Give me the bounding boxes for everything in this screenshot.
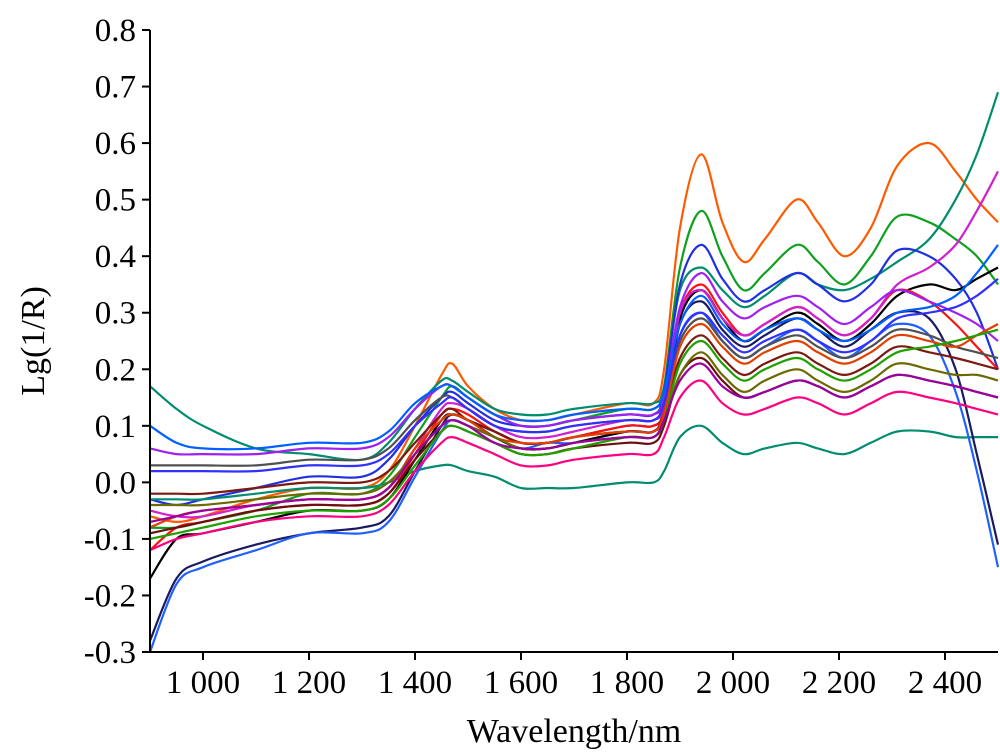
series-line-19 — [149, 277, 999, 473]
x-axis-title: Wavelength/nm — [467, 713, 681, 750]
series-line-4 — [149, 243, 1000, 507]
y-tick-label: 0.6 — [95, 126, 136, 162]
ticks: -0.3 -0.2 -0.1 0.0 0.1 0.2 0.3 0.4 0.5 0.6 0.7 0.8 1… — [84, 13, 982, 701]
series-line-1 — [149, 141, 999, 523]
y-tick-label: 0.1 — [95, 409, 136, 445]
series-line-5 — [149, 424, 998, 501]
y-tick-label: 0.5 — [95, 183, 136, 219]
x-tick-label: 1 000 — [166, 665, 240, 701]
y-tick-label: -0.3 — [84, 635, 136, 671]
y-tick-label: -0.2 — [84, 578, 136, 614]
y-axis-title: Lg(1/R) — [15, 286, 52, 396]
x-tick-label: 2 200 — [802, 665, 876, 701]
y-tick-label: 0.7 — [95, 70, 136, 106]
series-layer — [148, 91, 1000, 653]
series-line-13 — [149, 379, 999, 552]
x-tick-label: 2 400 — [908, 665, 982, 701]
y-tick-label: -0.1 — [84, 522, 136, 558]
series-line-11 — [149, 272, 999, 456]
axes — [149, 30, 998, 653]
y-tick-label: 0.0 — [95, 465, 136, 501]
x-tick-label: 2 000 — [696, 665, 770, 701]
x-tick-label: 1 200 — [272, 665, 346, 701]
x-tick-label: 1 800 — [590, 665, 664, 701]
y-tick-label: 0.3 — [95, 296, 136, 332]
x-tick-label: 1 400 — [378, 665, 452, 701]
y-tick-label: 0.4 — [95, 239, 136, 275]
series-line-3 — [149, 91, 1000, 462]
x-tick-label: 1 600 — [484, 665, 558, 701]
series-line-10 — [149, 170, 999, 519]
series-line-21 — [149, 362, 999, 523]
series-line-8 — [149, 266, 999, 580]
series-line-14 — [149, 244, 999, 451]
y-tick-label: 0.2 — [95, 352, 136, 388]
y-tick-label: 0.8 — [95, 13, 136, 49]
